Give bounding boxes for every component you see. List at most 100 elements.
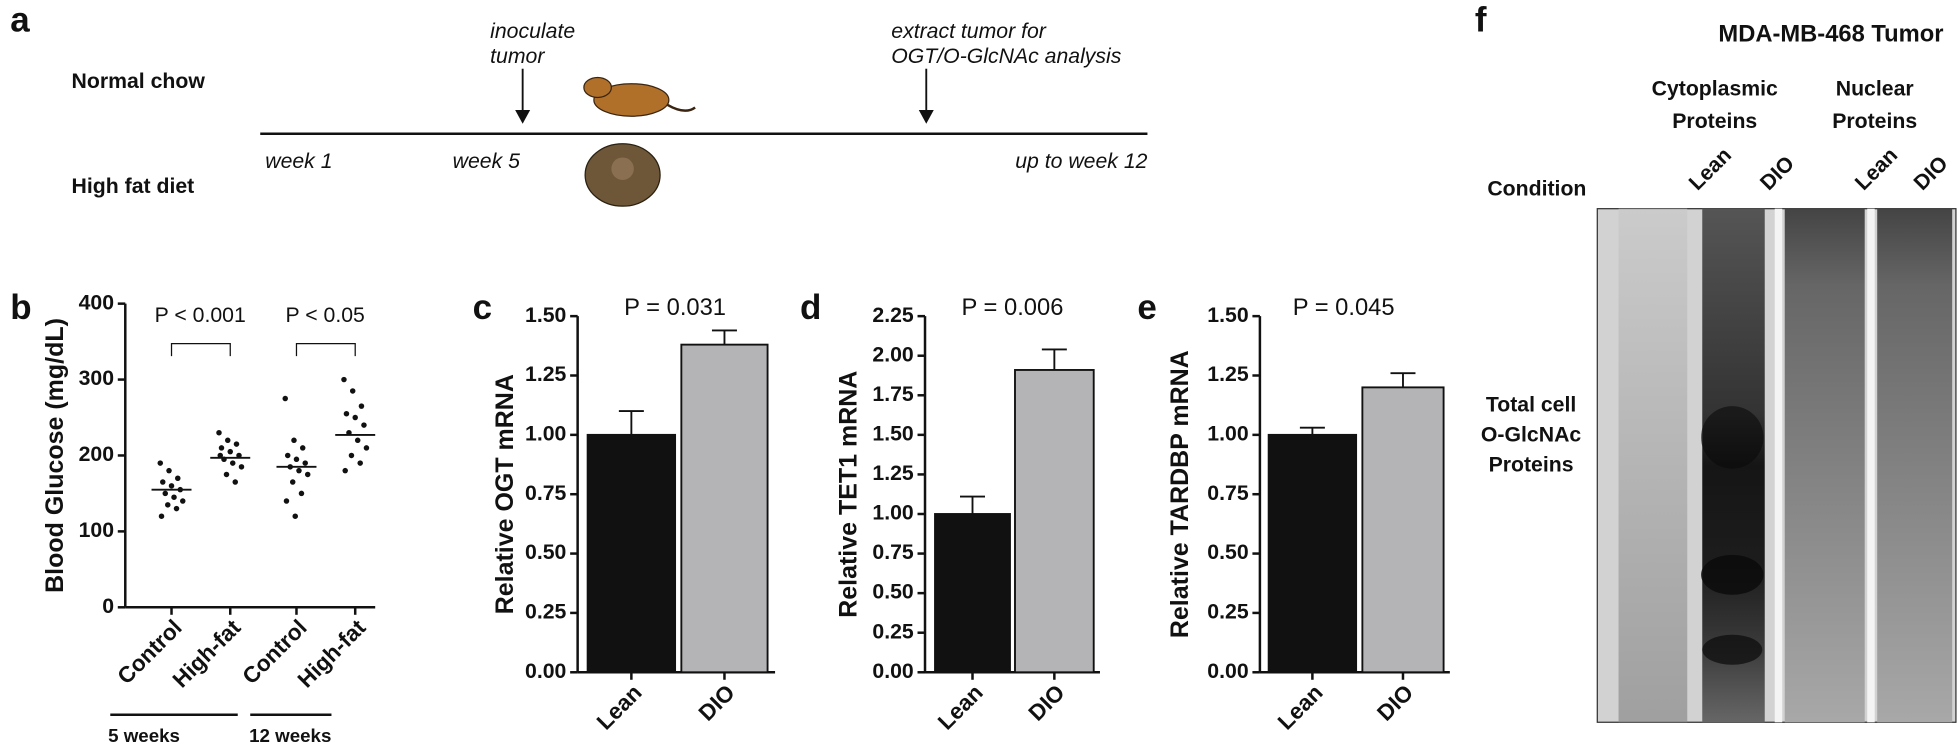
- x-tick-label: Lean: [1273, 680, 1328, 735]
- panel-label: a: [10, 1, 30, 40]
- data-point: [341, 376, 347, 383]
- p-value: P = 0.006: [962, 295, 1064, 321]
- bar: [680, 343, 769, 674]
- y-tick-label: 200: [79, 442, 114, 466]
- y-tick-label: 300: [79, 366, 114, 390]
- panel-label: d: [800, 288, 821, 327]
- data-point: [224, 437, 231, 444]
- data-point: [343, 410, 350, 417]
- y-tick-label: 2.00: [872, 342, 913, 366]
- panel-label: f: [1475, 1, 1487, 40]
- condition-label: Condition: [1487, 177, 1586, 201]
- y-tick-label: 1.50: [872, 421, 913, 445]
- data-point: [298, 490, 305, 497]
- data-point: [304, 471, 311, 478]
- p-value: P < 0.001: [155, 303, 246, 327]
- y-tick-label: 0.25: [525, 600, 567, 624]
- western-blot: [1596, 208, 1957, 723]
- lane-label: Lean: [1850, 143, 1902, 195]
- x-tick-label: DIO: [1024, 680, 1070, 726]
- y-tick-label: 0.00: [525, 659, 566, 683]
- data-point: [233, 441, 240, 447]
- p-value: P < 0.05: [286, 303, 365, 327]
- y-tick-label: 0.50: [872, 580, 913, 604]
- y-tick-label: 0.75: [1207, 481, 1249, 505]
- lane-label: DIO: [1909, 151, 1953, 195]
- x-tick-label: DIO: [694, 680, 740, 726]
- row-label: Proteins: [1489, 453, 1574, 477]
- data-point: [352, 414, 358, 421]
- data-point: [354, 437, 361, 444]
- y-tick-label: 1.00: [1207, 421, 1248, 445]
- data-point: [180, 498, 186, 504]
- y-tick-label: 0.75: [872, 540, 914, 564]
- data-point: [284, 452, 291, 459]
- significance-bracket: [295, 343, 356, 357]
- x-tick-label: Lean: [933, 680, 988, 735]
- data-point: [157, 460, 164, 466]
- week-label: week 1: [265, 149, 332, 173]
- y-axis-title: Relative TET1 mRNA: [835, 371, 863, 618]
- data-point: [358, 403, 365, 409]
- bar: [1014, 369, 1095, 674]
- data-point: [289, 479, 296, 485]
- data-point: [173, 505, 180, 512]
- data-point: [171, 494, 177, 500]
- data-point: [168, 483, 175, 489]
- y-tick-label: 1.25: [525, 362, 567, 386]
- data-point: [357, 460, 363, 466]
- blot-title: MDA-MB-468 Tumor: [1718, 21, 1943, 47]
- data-point: [160, 479, 166, 485]
- y-tick-label: 0.50: [525, 540, 566, 564]
- panel-label: c: [473, 288, 492, 327]
- y-tick-label: 0.50: [1207, 540, 1248, 564]
- data-point: [223, 471, 230, 478]
- data-point: [166, 467, 172, 474]
- row-label: Total cell: [1486, 393, 1576, 417]
- annotation: tumor: [490, 44, 545, 68]
- data-point: [349, 388, 356, 394]
- group-label: 5 weeks: [108, 725, 180, 746]
- y-tick-label: 0.25: [872, 619, 914, 643]
- data-point: [283, 498, 290, 504]
- y-axis-title: Relative TARDBP mRNA: [1166, 350, 1194, 638]
- data-point: [292, 513, 298, 519]
- annotation: extract tumor for: [891, 19, 1047, 43]
- y-tick-label: 1.25: [872, 461, 914, 485]
- data-point: [238, 464, 245, 470]
- annotation: inoculate: [490, 19, 575, 43]
- y-tick-label: 1.00: [525, 421, 566, 445]
- data-point: [218, 445, 225, 451]
- y-tick-label: 1.75: [872, 382, 914, 406]
- bar: [1267, 433, 1358, 674]
- data-point: [361, 422, 367, 428]
- lean-mouse: [583, 76, 696, 117]
- panel-label: b: [10, 288, 31, 327]
- y-tick-label: 0.25: [1207, 600, 1249, 624]
- y-axis-title: Relative OGT mRNA: [491, 374, 519, 614]
- week-label: up to week 12: [1015, 149, 1147, 173]
- row-label: Normal chow: [72, 69, 206, 93]
- y-tick-label: 1.00: [872, 501, 913, 525]
- p-value: P = 0.031: [624, 295, 726, 321]
- p-value: P = 0.045: [1293, 295, 1395, 321]
- y-tick-label: 0: [102, 594, 114, 618]
- x-tick-label: DIO: [1372, 680, 1418, 726]
- data-point: [348, 452, 355, 459]
- row-label: O-GlcNAc: [1481, 423, 1581, 447]
- data-point: [342, 467, 348, 474]
- lane-label: DIO: [1755, 151, 1799, 195]
- y-axis-title: Blood Glucose (mg/dL): [41, 318, 69, 593]
- bar: [1361, 386, 1445, 674]
- data-point: [175, 475, 181, 481]
- lane-label: Lean: [1684, 143, 1736, 195]
- fraction-label: Proteins: [1672, 109, 1757, 133]
- data-point: [165, 502, 171, 508]
- data-point: [282, 395, 288, 402]
- bar: [586, 433, 677, 674]
- fraction-label: Nuclear: [1836, 77, 1914, 101]
- fraction-label: Proteins: [1832, 109, 1917, 133]
- y-tick-label: 0.75: [525, 481, 567, 505]
- y-tick-label: 0.00: [1207, 659, 1248, 683]
